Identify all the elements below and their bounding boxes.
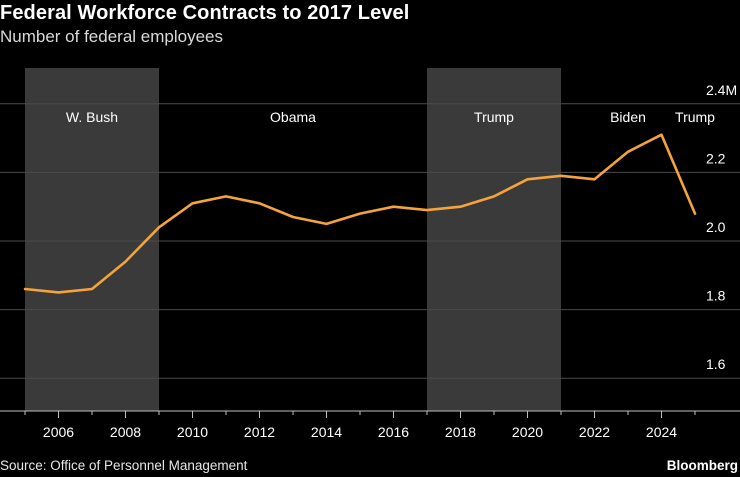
- source-note: Source: Office of Personnel Management: [0, 458, 248, 473]
- y-gridlines: [0, 103, 740, 379]
- x-tick-label-2014: 2014: [311, 424, 342, 440]
- y-tick-label-2: 2.0: [706, 219, 726, 235]
- term-label-1: Obama: [270, 109, 316, 125]
- x-tick-label-2016: 2016: [378, 424, 409, 440]
- x-tick-label-2022: 2022: [579, 424, 610, 440]
- term-band-0: [25, 68, 159, 411]
- term-band-2: [427, 68, 561, 411]
- x-tick-label-2020: 2020: [512, 424, 543, 440]
- x-tick-label-2012: 2012: [244, 424, 275, 440]
- presidential-term-labels: W. Bush Obama Trump Biden Trump: [66, 109, 715, 125]
- x-tick-label-2010: 2010: [177, 424, 208, 440]
- x-tick-label-2008: 2008: [110, 424, 141, 440]
- y-tick-label-4: 2.4M: [706, 82, 737, 98]
- chart-subtitle: Number of federal employees: [0, 27, 224, 46]
- x-tick-label-2018: 2018: [445, 424, 476, 440]
- y-axis-ticks: 1.6 1.8 2.0 2.2 2.4M: [706, 82, 737, 372]
- y-tick-label-1: 1.8: [706, 288, 726, 304]
- term-label-2: Trump: [474, 109, 514, 125]
- x-tick-label-2006: 2006: [43, 424, 74, 440]
- series-line-0: [23, 133, 697, 294]
- term-label-4: Trump: [675, 109, 715, 125]
- presidential-term-bands: [25, 68, 561, 411]
- term-label-0: W. Bush: [66, 109, 118, 125]
- term-label-3: Biden: [610, 109, 646, 125]
- x-tick-label-2024: 2024: [646, 424, 677, 440]
- x-axis: 2006 2008 2010 2012 2014 2016 2018 2020 2022 2024: [0, 410, 740, 440]
- y-tick-label-3: 2.2: [706, 150, 726, 166]
- chart-title: Federal Workforce Contracts to 2017 Leve…: [0, 2, 410, 24]
- bloomberg-logo: Bloomberg: [666, 458, 738, 473]
- y-tick-label-0: 1.6: [706, 356, 726, 372]
- series-layer: [23, 133, 697, 294]
